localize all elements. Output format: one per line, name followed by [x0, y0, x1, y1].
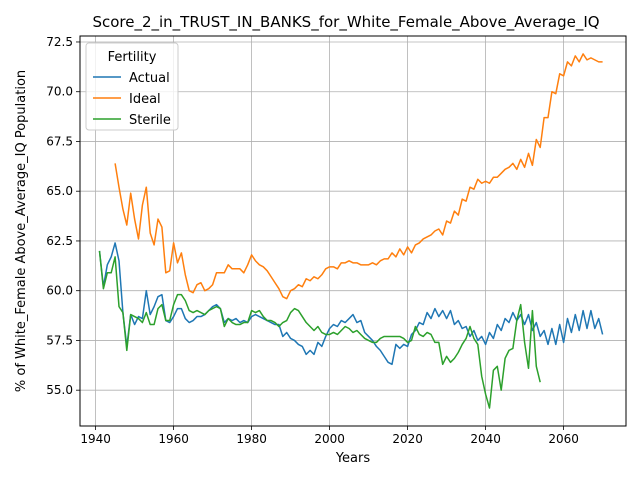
grid	[80, 36, 626, 426]
y-tick-label: 62.5	[46, 234, 73, 248]
x-tick-label: 1940	[80, 432, 111, 446]
legend-items: Actual Ideal Sterile	[93, 71, 171, 128]
y-tick-label: 57.5	[46, 333, 73, 347]
y-tick-label: 72.5	[46, 35, 73, 49]
chart-title: Score_2_in_TRUST_IN_BANKS_for_White_Fema…	[92, 13, 599, 32]
x-tick-label: 2040	[470, 432, 501, 446]
plot-frame	[79, 35, 627, 427]
legend: Fertility Actual Ideal Sterile	[85, 42, 179, 131]
y-tick-label: 55.0	[46, 383, 73, 397]
x-axis-label: Years	[335, 451, 371, 466]
legend-label-ideal: Ideal	[129, 92, 161, 107]
legend-title: Fertility	[108, 50, 157, 65]
y-tick-label: 65.0	[46, 184, 73, 198]
series-lines	[98, 53, 604, 409]
series-line-sterile	[98, 250, 541, 409]
y-tick-label: 70.0	[46, 85, 73, 99]
x-axis: 1940 1960 1980 2000 2020 2040 2060	[80, 426, 579, 446]
y-tick-label: 60.0	[46, 284, 73, 298]
y-tick-label: 67.5	[46, 134, 73, 148]
series-line-actual	[98, 242, 604, 366]
x-tick-label: 2000	[314, 432, 345, 446]
y-axis: 55.0 57.5 60.0 62.5 65.0 67.5 70.0 72.5	[46, 35, 80, 397]
legend-box	[85, 42, 179, 131]
x-tick-label: 1960	[158, 432, 189, 446]
legend-label-sterile: Sterile	[129, 113, 171, 128]
x-tick-label: 1980	[236, 432, 267, 446]
x-tick-label: 2060	[548, 432, 579, 446]
series-line-ideal	[114, 53, 603, 300]
y-axis-label: % of White_Female Above_Average_IQ Popul…	[14, 70, 29, 392]
x-tick-label: 2020	[392, 432, 423, 446]
legend-label-actual: Actual	[129, 71, 170, 86]
